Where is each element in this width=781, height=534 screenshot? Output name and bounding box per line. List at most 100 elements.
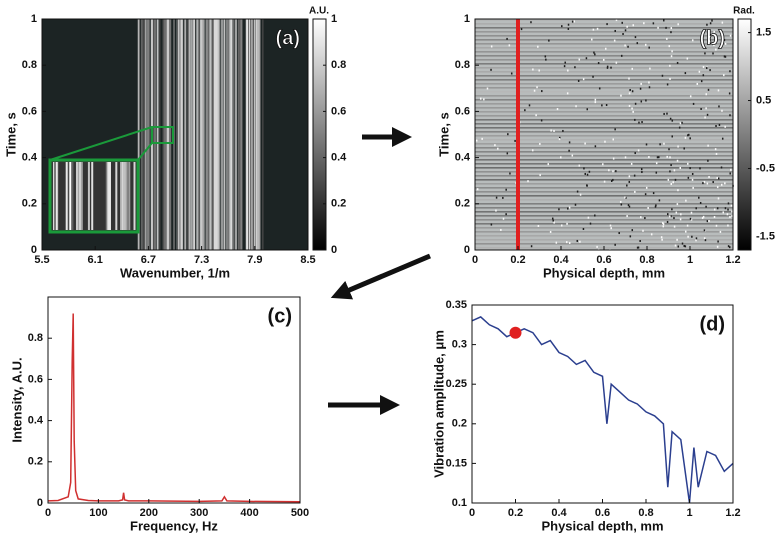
- heatmap-texture: [662, 223, 665, 226]
- heatmap-texture: [250, 19, 252, 250]
- heatmap-texture: [640, 82, 642, 85]
- heatmap-texture: [238, 19, 240, 250]
- heatmap-texture: [475, 147, 733, 149]
- heatmap-texture: [475, 235, 733, 237]
- heatmap-texture: [530, 21, 532, 24]
- heatmap-texture: [475, 35, 733, 37]
- heatmap-texture: [645, 143, 648, 146]
- line: [471, 316, 734, 504]
- x-tick-label: 1: [686, 507, 692, 519]
- y-tick-label: 0.6: [28, 373, 43, 385]
- heatmap-texture: [475, 55, 733, 57]
- heatmap-texture: [692, 186, 694, 189]
- heatmap-texture: [578, 164, 581, 167]
- heatmap-texture: [731, 215, 733, 218]
- heatmap-texture: [567, 23, 570, 26]
- heatmap-texture: [656, 156, 659, 159]
- heatmap-texture: [594, 101, 597, 104]
- heatmap-texture: [662, 221, 664, 224]
- heatmap-texture: [683, 147, 685, 150]
- heatmap-texture: [629, 88, 631, 91]
- heatmap-texture: [248, 19, 251, 250]
- heatmap-texture: [644, 43, 647, 46]
- heatmap-texture: [602, 58, 605, 61]
- heatmap-texture: [717, 177, 720, 180]
- heatmap-texture: [658, 199, 661, 202]
- x-tick-label: 0.4: [553, 254, 569, 266]
- heatmap-texture: [475, 207, 733, 209]
- heatmap-texture: [579, 193, 582, 196]
- x-axis-label: Physical depth, mm: [541, 518, 663, 533]
- heatmap-texture: [706, 67, 708, 70]
- heatmap-texture: [561, 25, 563, 28]
- heatmap-texture: [188, 19, 191, 250]
- x-tick-label: 0.6: [595, 507, 610, 519]
- heatmap-texture: [672, 181, 674, 184]
- heatmap-texture: [724, 182, 726, 185]
- heatmap-texture: [262, 19, 264, 250]
- heatmap-texture: [641, 171, 643, 174]
- heatmap-texture: [583, 167, 585, 170]
- heatmap-texture: [495, 209, 497, 212]
- heatmap-texture: [631, 90, 634, 93]
- heatmap-texture: [732, 248, 735, 251]
- heatmap-texture: [475, 123, 733, 125]
- heatmap-texture: [626, 25, 628, 28]
- heatmap-texture: [196, 19, 199, 250]
- heatmap-texture: [603, 180, 606, 183]
- heatmap-texture: [723, 74, 725, 77]
- inset-texture: [107, 162, 110, 230]
- panel-label: (b): [699, 27, 725, 49]
- heatmap-texture: [475, 135, 733, 137]
- heatmap-texture: [612, 138, 614, 141]
- heatmap-texture: [475, 187, 733, 189]
- heatmap-texture: [723, 55, 726, 58]
- heatmap-texture: [476, 188, 479, 191]
- arrow: [330, 253, 431, 300]
- x-tick-label: 8.5: [300, 254, 315, 266]
- heatmap-texture: [475, 127, 733, 129]
- heatmap-texture: [729, 172, 731, 175]
- heatmap-texture: [700, 107, 702, 110]
- heatmap-texture: [536, 86, 538, 89]
- heatmap-texture: [702, 65, 705, 68]
- x-tick-label: 5.5: [34, 254, 49, 266]
- plot-frame: [47, 296, 301, 504]
- heatmap-texture: [676, 61, 679, 64]
- heatmap-texture: [163, 19, 166, 250]
- x-axis-label: Wavenumber, 1/m: [120, 265, 230, 280]
- heatmap-texture: [571, 154, 574, 157]
- heatmap-texture: [631, 67, 633, 70]
- heatmap-texture: [712, 52, 714, 55]
- heatmap-texture: [505, 188, 507, 191]
- heatmap-texture: [612, 157, 615, 160]
- heatmap-texture: [574, 203, 577, 206]
- heatmap-texture: [585, 57, 588, 60]
- heatmap-texture: [547, 163, 550, 166]
- y-tick-label: 0.4: [28, 415, 44, 427]
- heatmap-texture: [475, 159, 733, 161]
- heatmap-texture: [475, 215, 733, 217]
- heatmap-texture: [560, 224, 563, 227]
- heatmap-texture: [246, 19, 248, 250]
- heatmap-texture: [560, 156, 562, 159]
- heatmap-texture: [479, 97, 482, 100]
- heatmap-texture: [533, 89, 536, 92]
- heatmap-texture: [709, 69, 711, 72]
- inset-texture: [65, 162, 68, 230]
- heatmap-texture: [190, 19, 193, 250]
- heatmap-texture: [179, 19, 182, 250]
- heatmap-texture: [628, 205, 631, 208]
- heatmap-texture: [681, 242, 684, 245]
- heatmap-texture: [729, 215, 731, 218]
- heatmap-texture: [490, 68, 492, 71]
- heatmap-texture: [218, 19, 221, 250]
- heatmap-texture: [629, 235, 632, 238]
- heatmap-texture: [699, 201, 702, 204]
- x-axis-label: Frequency, Hz: [130, 518, 218, 533]
- heatmap-texture: [691, 39, 694, 42]
- heatmap-texture: [475, 47, 733, 49]
- heatmap-texture: [475, 79, 733, 81]
- x-tick-label: 0.2: [508, 507, 523, 519]
- heatmap-texture: [475, 227, 733, 229]
